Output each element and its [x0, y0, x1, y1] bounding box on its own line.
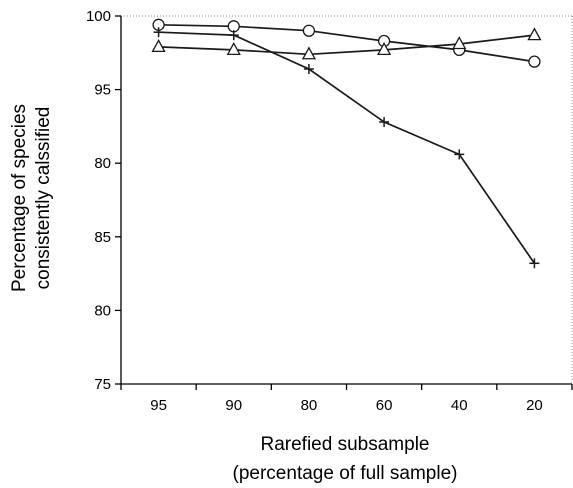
y-tick-label: 80: [94, 155, 111, 172]
y-tick-label: 95: [94, 82, 111, 99]
y-axis-title: Percentage of species consistently calss…: [9, 104, 54, 292]
x-axis-title-line-1: Rarefied subsample: [261, 434, 430, 455]
data-point-plus: [379, 116, 390, 127]
x-tick-label: 20: [526, 397, 543, 414]
y-tick-label: 80: [94, 302, 111, 319]
x-tick-label: 60: [376, 397, 393, 414]
x-axis-title: Rarefied subsample (percentage of full s…: [233, 434, 458, 484]
plot-area: 75 80 85 80 95 100 95 90 80 60 40 20: [86, 8, 573, 414]
data-point-plus: [228, 30, 239, 41]
series-line-triangle: [158, 34, 535, 56]
x-tick-label: 90: [225, 397, 242, 414]
data-point-triangle: [452, 36, 467, 50]
y-tick-label: 85: [94, 229, 111, 246]
x-axis-title-line-2: (percentage of full sample): [233, 463, 458, 484]
series-line-plus: [158, 31, 536, 264]
y-axis-title-line-2: consistently calssified: [33, 107, 54, 290]
x-tick-label: 95: [150, 397, 167, 414]
data-point-triangle: [301, 46, 317, 60]
data-point-circle: [528, 55, 541, 68]
data-point-triangle: [226, 41, 241, 56]
y-axis-title-line-1: Percentage of species: [9, 104, 30, 292]
x-tick-label: 80: [301, 397, 318, 414]
y-tick-label: 75: [94, 376, 111, 393]
series-line-circle: [158, 23, 535, 63]
data-point-plus: [303, 63, 314, 74]
data-point-plus: [153, 27, 164, 38]
data-point-triangle: [527, 27, 542, 41]
data-point-plus: [529, 258, 540, 269]
data-point-triangle: [376, 41, 392, 56]
y-tick-label: 100: [86, 8, 111, 25]
data-point-triangle: [151, 39, 166, 53]
data-point-plus: [454, 149, 465, 160]
data-point-circle: [302, 24, 316, 37]
x-tick-label: 40: [451, 397, 468, 414]
